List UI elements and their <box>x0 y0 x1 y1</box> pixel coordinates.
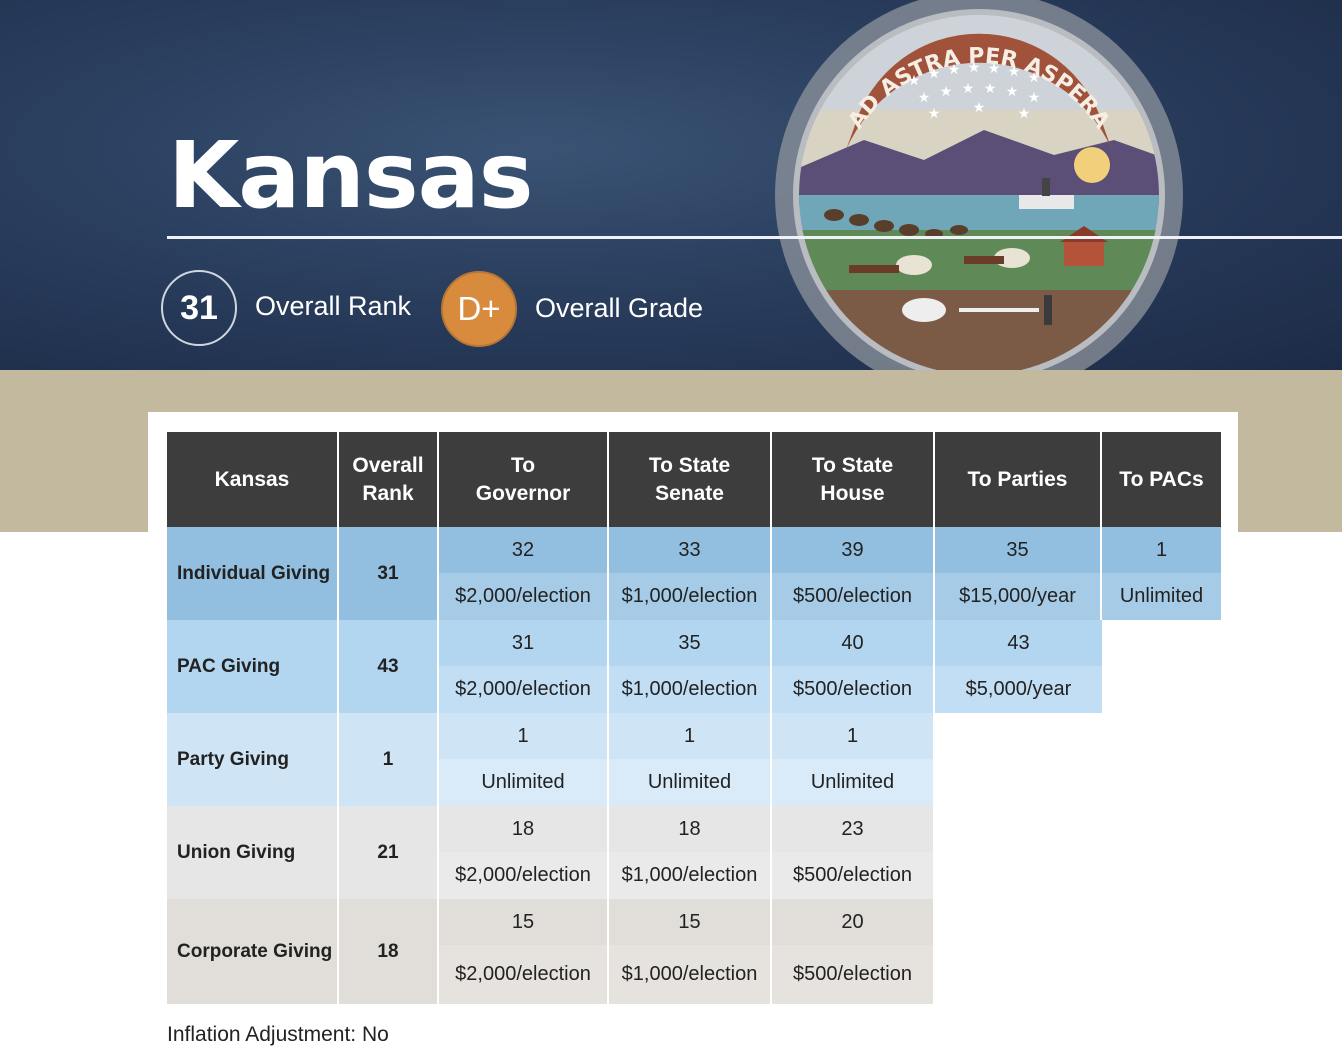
svg-text:★: ★ <box>918 90 931 106</box>
column-header: To State House <box>772 432 935 527</box>
rank-cell: 40 <box>772 620 935 666</box>
svg-text:★: ★ <box>968 60 981 76</box>
limit-cell: $2,000/election <box>439 666 609 713</box>
inflation-label: Inflation Adjustment: <box>167 1023 357 1046</box>
rank-cell: 20 <box>772 899 933 945</box>
rank-cell: 15 <box>439 899 609 945</box>
rank-cell: 18 <box>439 806 609 852</box>
rank-cell: 1 <box>772 713 933 759</box>
svg-text:★: ★ <box>908 73 921 89</box>
limit-cell: $500/election <box>772 945 933 1004</box>
svg-text:★: ★ <box>1028 70 1041 86</box>
rank-cell: 15 <box>609 899 772 945</box>
rank-cell: 1 <box>1102 527 1221 573</box>
rank-cell: 18 <box>609 806 772 852</box>
limit-cell: $1,000/election <box>609 945 772 1004</box>
limit-cell: $500/election <box>772 852 933 899</box>
row-label: Individual Giving <box>167 527 339 620</box>
overall-grade-label: Overall Grade <box>535 293 704 323</box>
svg-text:★: ★ <box>1008 64 1021 80</box>
page-title: Kansas <box>168 122 533 229</box>
limit-cell: $2,000/election <box>439 852 609 899</box>
limit-cell: $500/election <box>772 666 935 713</box>
overall-grade-value: D+ <box>457 290 501 327</box>
limit-cell: Unlimited <box>1102 573 1221 620</box>
svg-text:★: ★ <box>1006 84 1019 100</box>
rank-cell: 32 <box>439 527 609 573</box>
limit-cell: Unlimited <box>772 759 933 806</box>
svg-text:★: ★ <box>928 66 941 82</box>
row-label: Union Giving <box>167 806 339 899</box>
limit-cell: $1,000/election <box>609 573 772 620</box>
limit-cell: Unlimited <box>609 759 772 806</box>
rank-cell: 33 <box>609 527 772 573</box>
rank-cell: 23 <box>772 806 933 852</box>
overall-rank-label: Overall Rank <box>255 291 412 321</box>
overall-rank-value: 31 <box>180 288 218 327</box>
rank-cell: 43 <box>935 620 1102 666</box>
svg-text:★: ★ <box>962 81 975 97</box>
svg-text:★: ★ <box>940 84 953 100</box>
column-header: Kansas <box>167 432 339 527</box>
rank-cell: 39 <box>772 527 935 573</box>
inflation-adjustment-note: Inflation Adjustment: No <box>167 1023 389 1047</box>
svg-text:★: ★ <box>973 100 986 116</box>
column-header: To PACs <box>1102 432 1221 527</box>
svg-text:★: ★ <box>1018 106 1031 122</box>
row-overall-rank: 21 <box>339 806 439 899</box>
row-overall-rank: 31 <box>339 527 439 620</box>
limit-cell: $2,000/election <box>439 573 609 620</box>
inflation-value: No <box>361 1023 389 1046</box>
row-label: Party Giving <box>167 713 339 806</box>
rank-cell: 1 <box>439 713 609 759</box>
limit-cell: Unlimited <box>439 759 609 806</box>
column-header: Overall Rank <box>339 432 439 527</box>
rank-cell: 35 <box>935 527 1102 573</box>
column-header: To Parties <box>935 432 1102 527</box>
hero-banner: AD ASTRA PER ASPERA ★ ★ ★ ★ ★ ★ ★ ★ ★ ★ ★ ★ ★ ★ ★ … <box>0 0 1342 370</box>
limit-cell: $1,000/election <box>609 666 772 713</box>
svg-text:★: ★ <box>988 61 1001 77</box>
overall-grade-badge: D+ <box>441 271 517 347</box>
overall-rank-badge: 31 <box>161 270 237 346</box>
row-overall-rank: 43 <box>339 620 439 713</box>
limit-cell: $5,000/year <box>935 666 1102 713</box>
limit-cell: $2,000/election <box>439 945 609 1004</box>
limit-cell: $15,000/year <box>935 573 1102 620</box>
limit-cell: $1,000/election <box>609 852 772 899</box>
row-overall-rank: 1 <box>339 713 439 806</box>
rank-cell: 1 <box>609 713 772 759</box>
svg-text:★: ★ <box>928 106 941 122</box>
column-header: To Governor <box>439 432 609 527</box>
column-header: To State Senate <box>609 432 772 527</box>
kansas-seal-icon: AD ASTRA PER ASPERA ★ ★ ★ ★ ★ ★ ★★ ★ ★ ★ ★ ★★ ★ … <box>775 0 1183 370</box>
svg-text:★: ★ <box>984 81 997 97</box>
limit-cell: $500/election <box>772 573 935 620</box>
svg-text:★: ★ <box>1028 90 1041 106</box>
rank-cell: 31 <box>439 620 609 666</box>
title-divider <box>167 236 1342 239</box>
svg-text:★: ★ <box>948 62 961 78</box>
row-label: PAC Giving <box>167 620 339 713</box>
rank-cell: 35 <box>609 620 772 666</box>
row-overall-rank: 18 <box>339 899 439 1004</box>
row-label: Corporate Giving <box>167 899 339 1004</box>
